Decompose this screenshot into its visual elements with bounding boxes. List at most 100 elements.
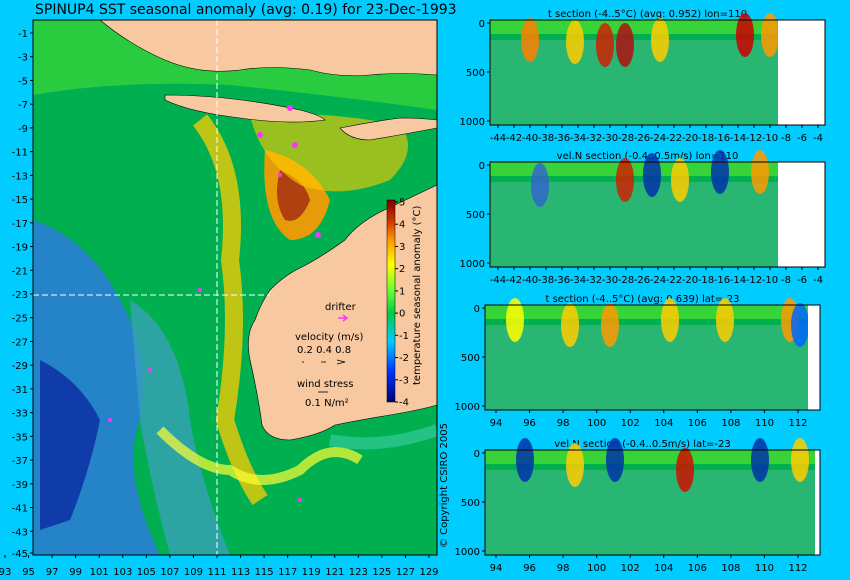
section-x-tick-label: -12 xyxy=(746,275,762,286)
warm-current-streak xyxy=(192,114,268,505)
section-x-tick-label: 110 xyxy=(755,418,774,429)
section-x-tick-label: -44 xyxy=(490,275,506,286)
section-x-tick-label: -4 xyxy=(813,133,823,144)
wind-stress-value: 0.1 N/m² xyxy=(305,398,349,409)
section-x-tick-label: 102 xyxy=(621,418,640,429)
colorbar: 5 4 3 2 1 0 -1 -2 -3 -4 temperature seasonal anom… xyxy=(386,198,423,409)
section-anomaly-blob xyxy=(616,158,634,202)
map-x-tick-label: 107 xyxy=(160,567,179,578)
section-deep-layer xyxy=(490,40,778,125)
section-x-tick-label: -20 xyxy=(682,275,698,286)
section-x-tick-label: -26 xyxy=(634,275,650,286)
colorbar-tick-label: 5 xyxy=(399,198,405,209)
cool-anomaly-band xyxy=(130,300,230,555)
colorbar-label: temperature seasonal anomaly (°C) xyxy=(412,206,423,385)
section-x-tick-label: -44 xyxy=(490,133,506,144)
section-x-tick-label: -26 xyxy=(634,133,650,144)
section-x-tick-label: -4 xyxy=(813,275,823,286)
section-x-tick-label: 106 xyxy=(688,563,707,574)
velocity-label: velocity (m/s) xyxy=(295,332,363,343)
map-x-tick-label: 123 xyxy=(349,567,368,578)
colorbar-ticks: 5 4 3 2 1 0 -1 -2 -3 -4 xyxy=(395,198,409,409)
colorbar-gradient xyxy=(386,199,396,403)
section-y-tick-label: 0 xyxy=(474,304,480,315)
colorbar-tick-label: -1 xyxy=(399,331,409,342)
section-x-tick-label: 106 xyxy=(688,418,707,429)
map-y-tick-label: -41 xyxy=(12,504,28,515)
section-panel-2: vel.N section (-0.4..0.5m/s) lon=1100500… xyxy=(460,150,826,286)
section-x-tick-label: 108 xyxy=(721,563,740,574)
map-y-tick-label: -1 xyxy=(18,29,28,40)
map-y-tick-label: -17 xyxy=(12,219,28,230)
section-anomaly-blob xyxy=(791,303,809,347)
section-y-tick-label: 1000 xyxy=(455,547,480,558)
section-x-tick-label: -34 xyxy=(570,275,586,286)
section-title: t section (-4..5°C) (avg: 0.952) lon=110 xyxy=(548,9,747,20)
map-x-tick-label: 95 xyxy=(22,567,35,578)
map-y-axis: -1 -3 -5 -7 -9 -11 -13 -15 -17 -19 -21 -23 -25 -27 -29… xyxy=(12,29,33,560)
section-title: vel.N section (-0.4..0.5m/s) lat=-23 xyxy=(554,439,731,450)
section-anomaly-blob xyxy=(711,150,729,194)
section-surface-layer xyxy=(490,20,778,34)
section-land-mask xyxy=(815,450,820,555)
map-y-tick-label: -45 xyxy=(12,549,28,560)
section-title: t section (-4..5°C) (avg: 0.639) lat=-23 xyxy=(545,294,739,305)
section-x-tick-label: -22 xyxy=(666,133,682,144)
map-x-axis: 93 95 97 99 101 103 105 107 109 111 113 115 117 119 12… xyxy=(0,555,439,578)
section-x-tick-label: -42 xyxy=(506,275,522,286)
wind-stress-label: wind stress xyxy=(297,379,353,390)
map-x-tick-label: 101 xyxy=(90,567,109,578)
copyright-text: © Copyright CSIRO 2005 xyxy=(439,423,450,548)
section-x-tick-label: -32 xyxy=(586,275,602,286)
drifter-legend-arrow xyxy=(338,314,349,322)
section-x-tick-label: -38 xyxy=(538,133,554,144)
section-x-tick-label: 110 xyxy=(755,563,774,574)
section-panels: t section (-4..5°C) (avg: 0.952) lon=110… xyxy=(455,9,826,574)
colorbar-tick-label: -3 xyxy=(399,375,409,386)
section-x-tick-label: -36 xyxy=(554,275,570,286)
section-x-tick-label: 96 xyxy=(523,418,536,429)
map-x-tick-label: 125 xyxy=(372,567,391,578)
section-x-tick-label: -12 xyxy=(746,133,762,144)
velocity-values: 0.2 0.4 0.8 xyxy=(297,345,351,356)
section-anomaly-blob xyxy=(616,23,634,67)
section-anomaly-blob xyxy=(651,18,669,62)
section-anomaly-blob xyxy=(506,298,524,342)
map-x-tick-label: 129 xyxy=(419,567,438,578)
map-x-tick-label: 93 xyxy=(0,567,11,578)
section-x-tick-label: -14 xyxy=(730,275,746,286)
section-x-tick-label: -28 xyxy=(618,275,634,286)
section-x-tick-label: 98 xyxy=(557,563,570,574)
map-y-tick-label: -13 xyxy=(12,171,28,182)
section-x-tick-label: -8 xyxy=(781,275,791,286)
colorbar-tick-label: 4 xyxy=(399,220,405,231)
map-y-tick-label: -19 xyxy=(12,243,28,254)
section-anomaly-blob xyxy=(566,443,584,487)
map-y-tick-label: -37 xyxy=(12,456,28,467)
section-x-tick-label: -6 xyxy=(797,275,807,286)
section-anomaly-blob xyxy=(736,13,754,57)
section-y-tick-label: 0 xyxy=(479,19,485,30)
map-frame xyxy=(32,19,438,556)
colorbar-tick-label: 0 xyxy=(399,309,405,320)
section-x-tick-label: -6 xyxy=(797,133,807,144)
map-y-tick-label: -5 xyxy=(18,76,28,87)
section-deep-layer xyxy=(485,325,808,410)
map-x-tick-label: 105 xyxy=(137,567,156,578)
strong-cold-anomaly xyxy=(40,360,100,530)
section-anomaly-blob xyxy=(531,163,549,207)
map-x-tick-label: 97 xyxy=(46,567,59,578)
map-x-tick-label: 103 xyxy=(113,567,132,578)
section-x-tick-label: -16 xyxy=(714,275,730,286)
map-y-tick-label: -43 xyxy=(12,527,28,538)
map-y-tick-label: -7 xyxy=(18,100,28,111)
section-x-tick-label: 104 xyxy=(654,563,673,574)
section-anomaly-blob xyxy=(671,158,689,202)
section-x-tick-label: -10 xyxy=(762,133,778,144)
section-panel-1: t section (-4..5°C) (avg: 0.952) lon=110… xyxy=(460,9,826,144)
section-x-tick-label: -32 xyxy=(586,133,602,144)
section-x-tick-label: 102 xyxy=(621,563,640,574)
drifter-markers xyxy=(108,105,321,502)
section-y-tick-label: 500 xyxy=(461,353,480,364)
